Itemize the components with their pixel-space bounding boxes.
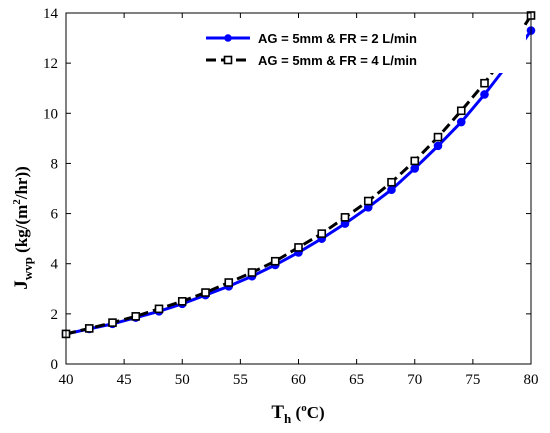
series-2-point: [201, 288, 210, 297]
x-tick-label: 75: [465, 372, 480, 388]
series-2-point: [317, 229, 327, 238]
series-2-point: [177, 297, 187, 306]
legend: AG = 5mm & FR = 2 L/min AG = 5mm & FR = 4…: [192, 25, 526, 73]
ticks-layer: 40 45 50 55 60 65 70 75 80 0 2 4 6 8 10 12 14: [43, 6, 539, 388]
x-tick-label: 60: [291, 372, 306, 388]
series-1-point: [410, 164, 420, 173]
series-2-point: [154, 304, 164, 314]
x-tick-label: 65: [349, 372, 364, 388]
legend-background: [192, 25, 526, 73]
series-2-point: [224, 278, 234, 287]
legend-swatch-marker-2: [223, 55, 233, 65]
y-tick-label: 12: [43, 56, 58, 72]
series-2-point: [247, 268, 257, 277]
series-1-point: [456, 117, 466, 127]
y-tick-label: 6: [51, 207, 59, 223]
series-2-point: [108, 318, 117, 327]
series-2-point: [294, 243, 303, 252]
x-axis-label: Th (oC): [271, 402, 324, 426]
y-axis-label: Jwvp (kg/(m2/hr)): [11, 166, 35, 290]
x-tick-label: 45: [117, 372, 132, 388]
y-tick-label: 10: [43, 106, 58, 122]
series-line-1: [65, 29, 533, 336]
y-tick-label: 14: [43, 6, 59, 22]
x-tick-label: 40: [59, 372, 74, 388]
legend-label-1: AG = 5mm & FR = 2 L/min: [258, 31, 417, 46]
y-tick-label: 0: [51, 357, 59, 373]
series-1-point: [387, 185, 396, 195]
x-tick-label: 55: [233, 372, 248, 388]
series-2-point: [456, 106, 466, 116]
x-tick-label: 80: [524, 372, 539, 388]
x-tick-label: 50: [175, 372, 190, 388]
plot-series-layer: [61, 11, 536, 339]
series-2-point: [410, 156, 420, 166]
series-2-point: [387, 177, 396, 187]
series-2-point: [480, 78, 489, 88]
series-1-point: [480, 90, 489, 99]
series-2-point: [131, 312, 141, 321]
series-2-point: [363, 196, 373, 206]
y-tick-label: 4: [51, 257, 59, 273]
legend-swatch-marker-1: [224, 34, 232, 42]
series-2-point: [84, 324, 94, 333]
legend-label-2: AG = 5mm & FR = 4 L/min: [258, 53, 417, 68]
series-2-point: [433, 132, 443, 142]
series-2-point: [270, 256, 280, 266]
y-tick-label: 2: [51, 307, 59, 323]
series-1-point: [433, 141, 443, 151]
x-tick-label: 70: [407, 372, 422, 388]
y-tick-label: 8: [51, 156, 59, 172]
series-2-point: [340, 213, 350, 222]
